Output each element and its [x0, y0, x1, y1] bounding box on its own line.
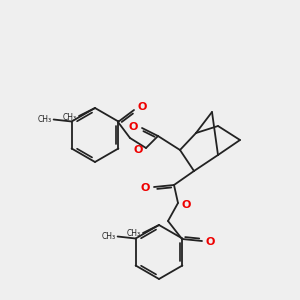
Text: O: O: [205, 237, 214, 247]
Text: O: O: [182, 200, 191, 210]
Text: O: O: [134, 145, 143, 155]
Text: CH₃: CH₃: [101, 232, 116, 241]
Text: O: O: [141, 183, 150, 193]
Text: CH₃: CH₃: [127, 230, 141, 238]
Text: CH₃: CH₃: [63, 112, 77, 122]
Text: CH₃: CH₃: [38, 115, 52, 124]
Text: O: O: [129, 122, 138, 132]
Text: O: O: [137, 102, 146, 112]
